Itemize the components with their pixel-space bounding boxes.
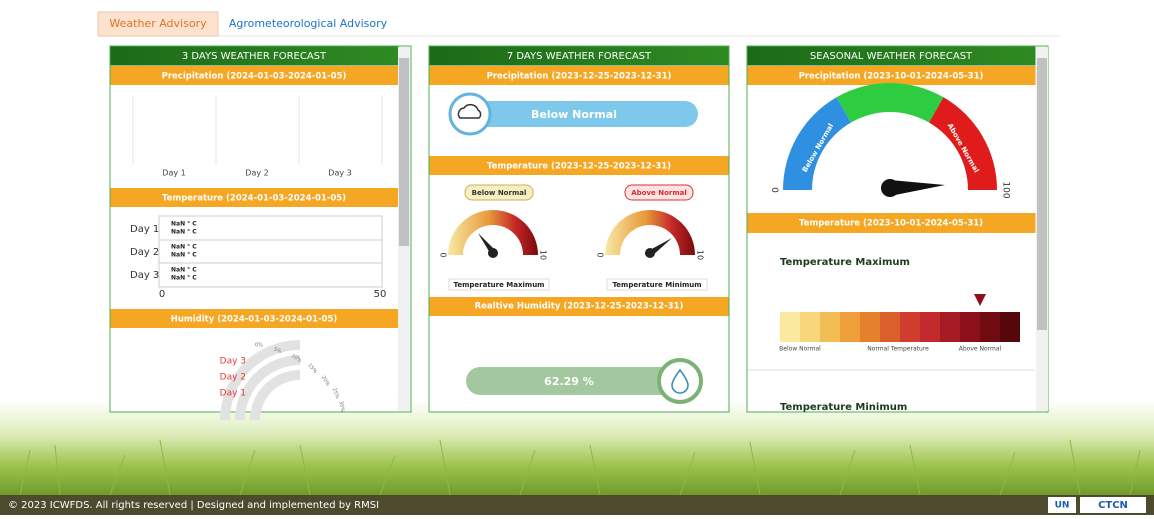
gauge-min: 0 bbox=[772, 187, 782, 193]
row-value: NaN ° C bbox=[171, 252, 197, 259]
tab-label[interactable]: Weather Advisory bbox=[109, 17, 207, 30]
section-title: Temperature (2024-01-03-2024-01-05) bbox=[162, 194, 346, 204]
grass-background bbox=[0, 400, 1154, 495]
axis-label: 50 bbox=[374, 289, 387, 300]
gauge-label: Temperature Maximum bbox=[454, 281, 545, 289]
gauge-min: 0 bbox=[439, 252, 448, 257]
section-title: Humidity (2024-01-03-2024-01-05) bbox=[171, 315, 338, 325]
section-title: Realtive Humidity (2023-12-25-2023-12-31… bbox=[475, 302, 684, 312]
day-label: Day 2 bbox=[245, 169, 268, 178]
row-value: NaN ° C bbox=[171, 221, 197, 228]
day-label: Day 3 bbox=[328, 169, 351, 178]
section-title: Temperature (2023-10-01-2024-05-31) bbox=[799, 219, 983, 229]
row-day: Day 3 bbox=[130, 270, 159, 281]
segment-label: Normal bbox=[876, 116, 905, 124]
section-title: Precipitation (2024-01-03-2024-01-05) bbox=[162, 72, 347, 82]
footer-text: © 2023 ICWFDS. All rights reserved | Des… bbox=[8, 500, 379, 511]
panel-title: SEASONAL WEATHER FORECAST bbox=[810, 51, 973, 62]
scrollbar-thumb[interactable] bbox=[399, 58, 409, 246]
rain-icon bbox=[450, 94, 490, 134]
panel-title: 7 DAYS WEATHER FORECAST bbox=[507, 51, 652, 62]
temperature-scale bbox=[780, 312, 1020, 342]
gauge-hub bbox=[881, 179, 899, 197]
page: © 2023 ICWFDS. All rights reserved | Des… bbox=[0, 0, 1154, 515]
section-title: Temperature (2023-12-25-2023-12-31) bbox=[487, 162, 671, 172]
status-text: Below Normal bbox=[531, 108, 617, 121]
gauge-max: 10 bbox=[539, 250, 548, 260]
scale-label: Normal Temperature bbox=[867, 346, 929, 353]
logo: UN bbox=[1055, 501, 1070, 511]
subsection-title: Temperature Maximum bbox=[780, 257, 910, 268]
gauge-max: 10 bbox=[696, 250, 705, 260]
subsection-title: Temperature Minimum bbox=[780, 402, 907, 413]
humidity-icon bbox=[659, 360, 701, 402]
gauge-min: 0 bbox=[596, 252, 605, 257]
gauge-max: 100 bbox=[1001, 181, 1011, 198]
screen: © 2023 ICWFDS. All rights reserved | Des… bbox=[0, 0, 1154, 515]
day-label: Day 1 bbox=[162, 169, 185, 178]
radial-tick: 0% bbox=[255, 343, 263, 349]
axis-label: 0 bbox=[159, 289, 165, 300]
badge-text: Below Normal bbox=[472, 189, 527, 197]
section-title: Precipitation (2023-10-01-2024-05-31) bbox=[799, 72, 984, 82]
row-day: Day 1 bbox=[130, 224, 159, 235]
tab-label[interactable]: Agrometeorological Advisory bbox=[229, 17, 388, 30]
gauge-label: Temperature Minimum bbox=[612, 281, 701, 289]
humidity-value: 62.29 % bbox=[544, 375, 594, 388]
row-value: NaN ° C bbox=[171, 244, 197, 251]
radial-day: Day 1 bbox=[220, 389, 246, 399]
row-value: NaN ° C bbox=[171, 229, 197, 236]
logo: CTCN bbox=[1098, 500, 1128, 511]
radial-day: Day 3 bbox=[220, 357, 246, 367]
section-title: Precipitation (2023-12-25-2023-12-31) bbox=[487, 72, 672, 82]
gauge-hub bbox=[645, 248, 655, 258]
scrollbar-thumb[interactable] bbox=[1037, 58, 1047, 330]
badge-text: Above Normal bbox=[631, 189, 687, 197]
row-day: Day 2 bbox=[130, 247, 159, 258]
row-value: NaN ° C bbox=[171, 267, 197, 274]
scale-label: Below Normal bbox=[779, 346, 821, 353]
gauge-hub bbox=[488, 248, 498, 258]
panel-title: 3 DAYS WEATHER FORECAST bbox=[182, 51, 327, 62]
row-value: NaN ° C bbox=[171, 275, 197, 282]
radial-day: Day 2 bbox=[220, 373, 246, 383]
scale-label: Above Normal bbox=[959, 346, 1002, 353]
